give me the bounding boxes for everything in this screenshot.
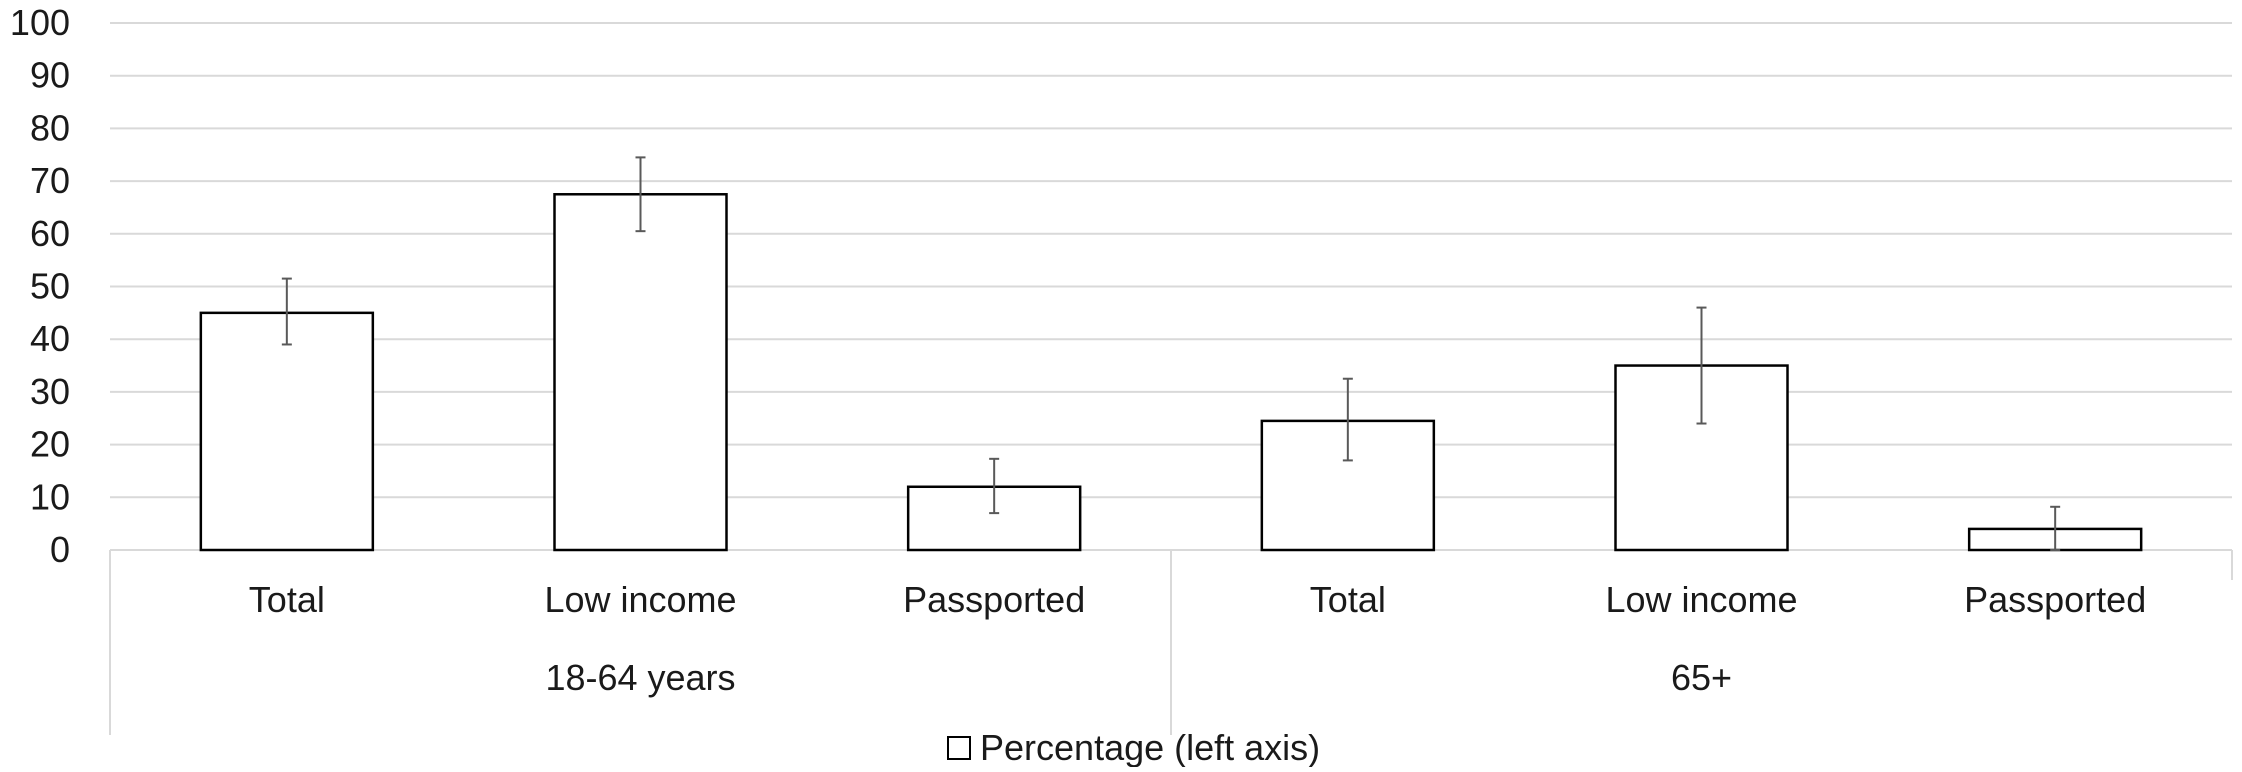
y-tick-label: 50 — [30, 266, 70, 307]
bar — [906, 485, 1082, 552]
x-category-label: Passported — [1964, 579, 2146, 620]
y-tick-label: 90 — [30, 55, 70, 96]
x-group-label: 18-64 years — [545, 657, 735, 698]
x-category-label: Low income — [544, 579, 736, 620]
x-axis — [109, 549, 2233, 735]
legend: Percentage (left axis) — [947, 727, 1320, 768]
legend-swatch — [947, 736, 971, 760]
error-bars — [281, 156, 2061, 551]
x-category-label: Passported — [903, 579, 1085, 620]
y-tick-label: 100 — [10, 2, 70, 43]
y-tick-label: 80 — [30, 107, 70, 148]
gridlines — [110, 22, 2232, 499]
y-tick-label: 70 — [30, 160, 70, 201]
x-category-label: Total — [1310, 579, 1386, 620]
y-tick-label: 30 — [30, 371, 70, 412]
y-axis-ticks: 0 10 20 30 40 50 60 70 80 90 100 — [10, 2, 70, 570]
bar — [553, 193, 728, 552]
y-tick-label: 20 — [30, 424, 70, 465]
y-tick-label: 10 — [30, 476, 70, 517]
y-tick-label: 0 — [50, 529, 70, 570]
x-category-label: Low income — [1605, 579, 1797, 620]
x-category-label: Total — [249, 579, 325, 620]
x-axis-labels: Total Low income Passported Total Low income… — [249, 579, 2146, 698]
x-group-label: 65+ — [1671, 657, 1732, 698]
bar — [199, 311, 375, 552]
y-tick-label: 60 — [30, 213, 70, 254]
y-tick-label: 40 — [30, 318, 70, 359]
legend-label: Percentage (left axis) — [980, 727, 1320, 767]
